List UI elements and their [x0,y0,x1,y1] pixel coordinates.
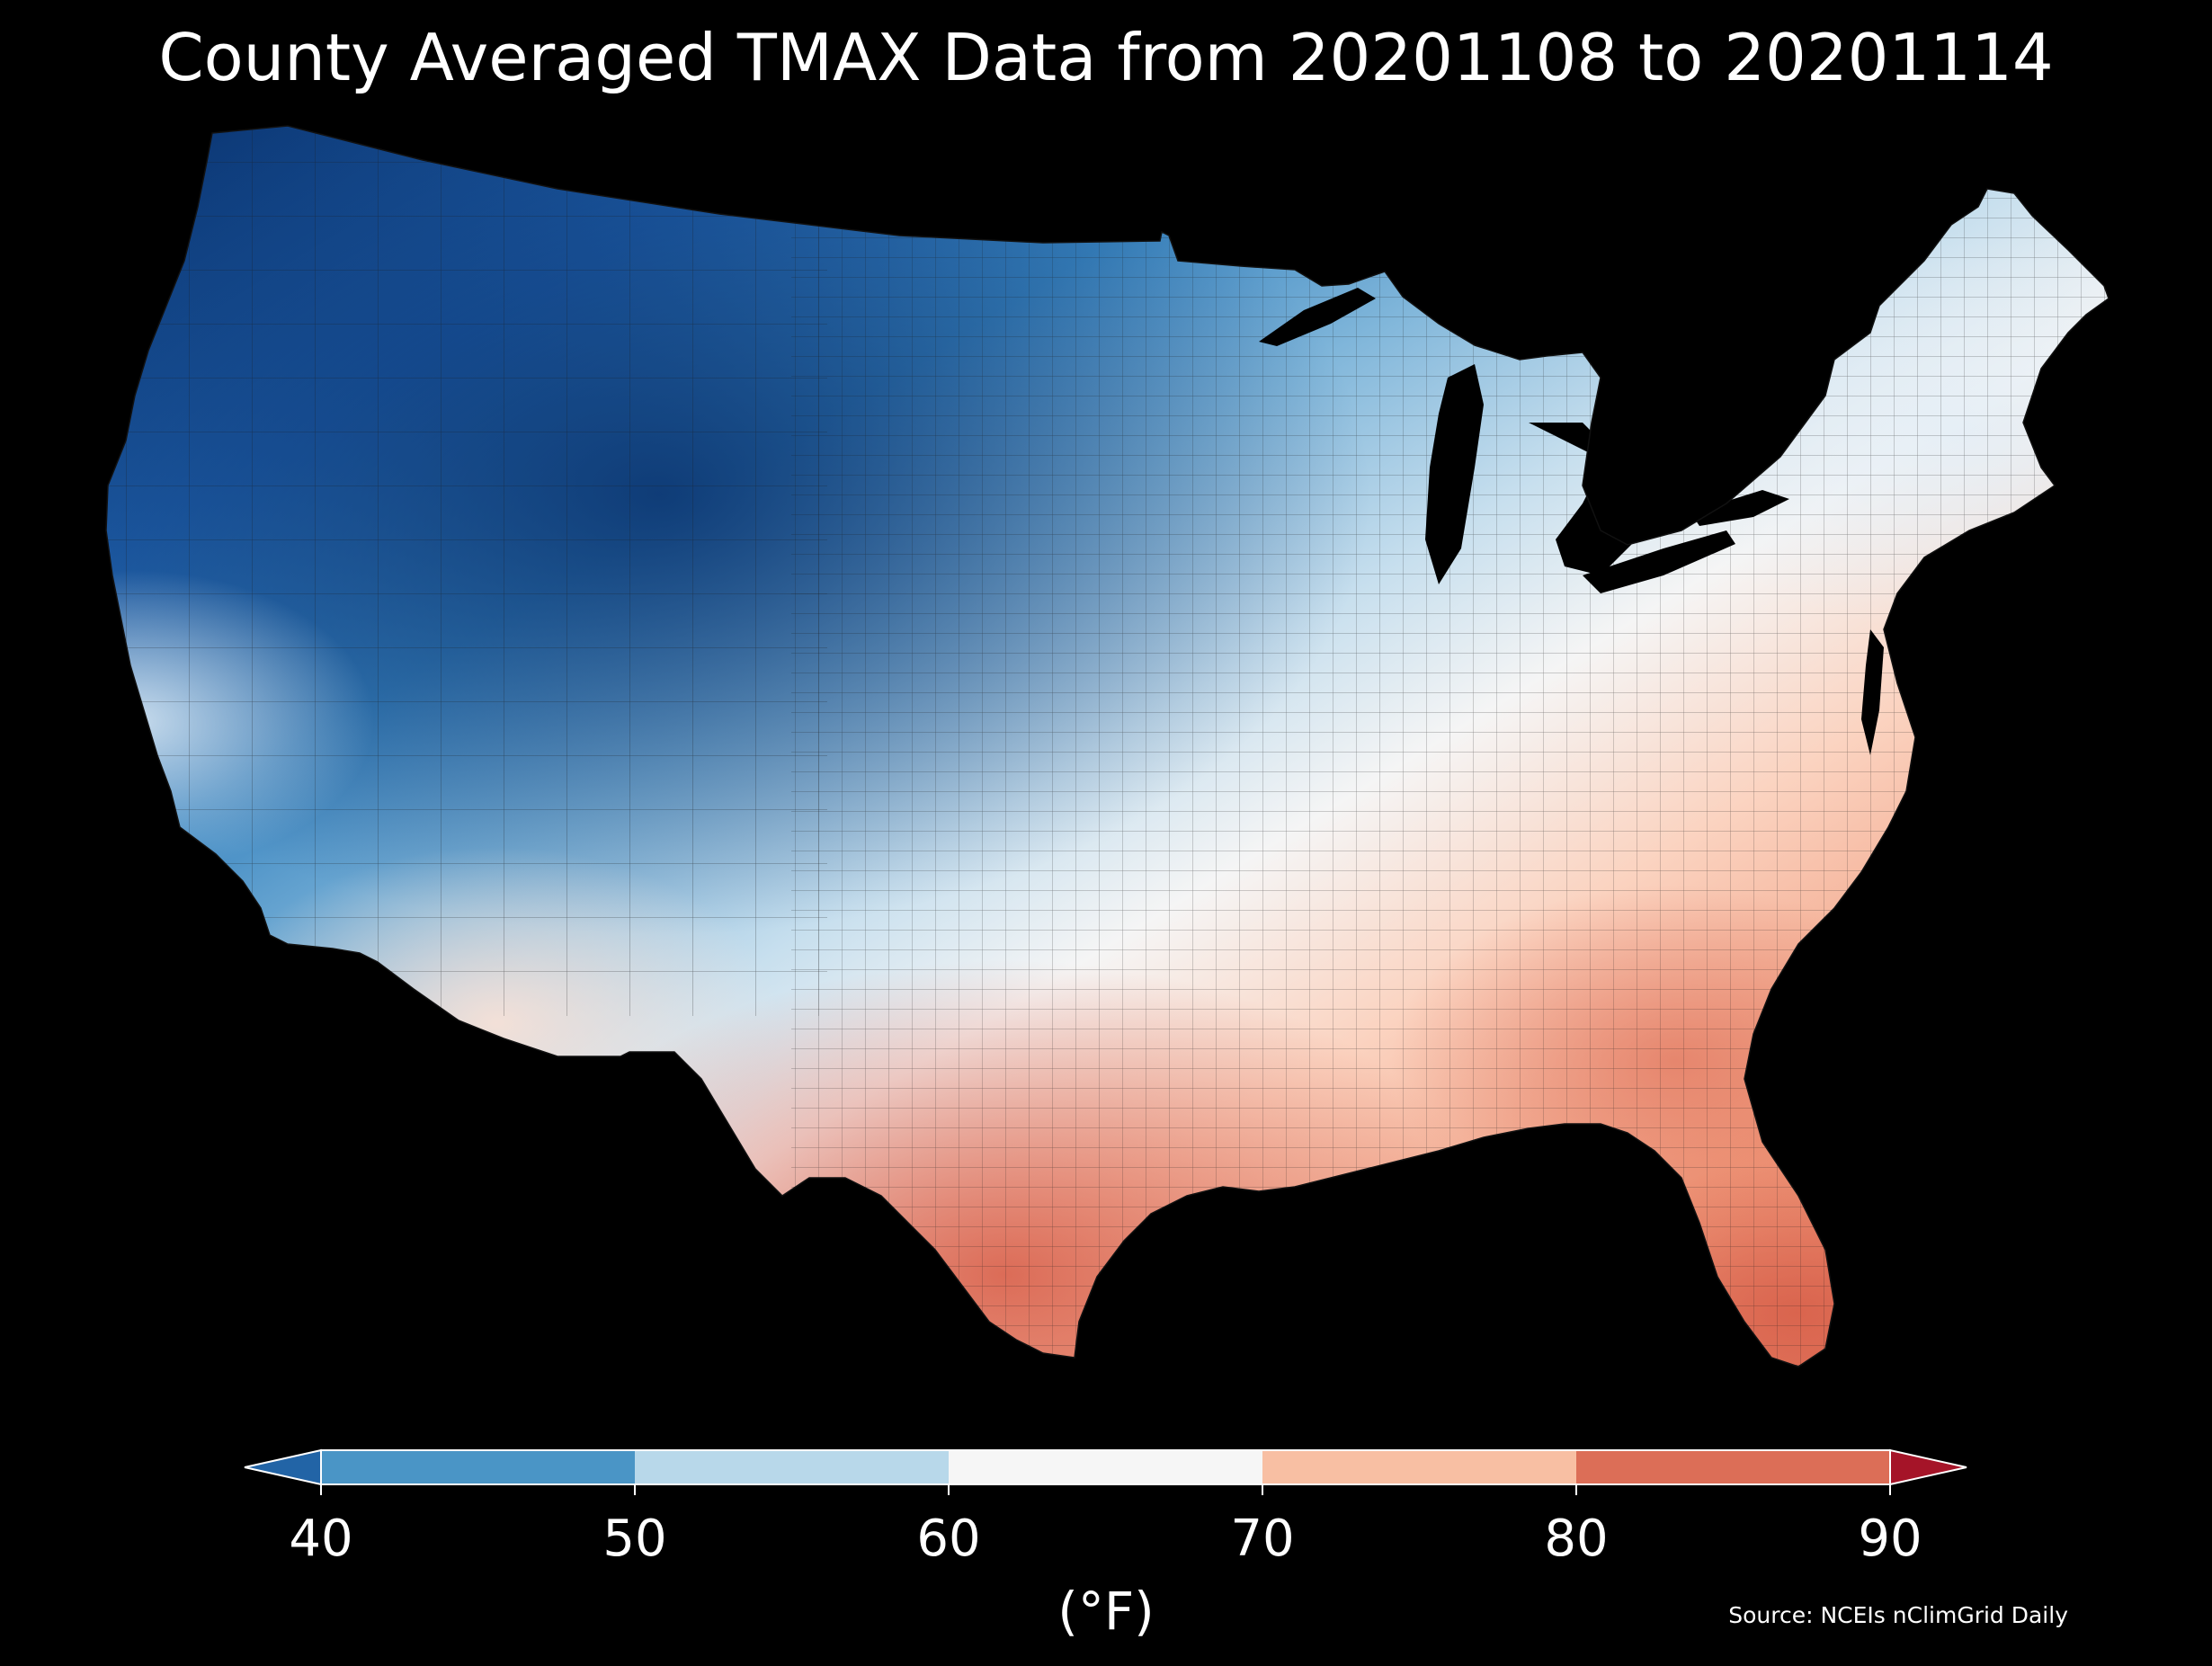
colorbar-tick-label: 90 [1858,1510,1922,1568]
colorbar-extend-over [1889,1448,1967,1486]
colorbar-bin-0 [321,1450,635,1484]
colorbar-tick-label: 70 [1230,1510,1295,1568]
source-note: Source: NCEIs nClimGrid Daily [1728,1602,2068,1628]
colorbar-tick-label: 60 [916,1510,981,1568]
colorbar-label: (°F) [1057,1581,1155,1642]
map-title: County Averaged TMAX Data from 20201108 … [158,20,2054,95]
colorbar-tick-label: 80 [1544,1510,1609,1568]
colorbar-extend-under [244,1448,322,1486]
colorbar-bin-4 [1576,1450,1890,1484]
colorbar-frame [320,1449,1891,1485]
great-lakes [1259,288,1789,593]
colorbar-bin-1 [635,1450,949,1484]
colorbar-bin-3 [1262,1450,1576,1484]
chesapeake-bay [1861,629,1884,755]
colorbar-tick-label: 50 [602,1510,667,1568]
colorbar-tick-label: 40 [289,1510,353,1568]
colorbar-bin-2 [949,1450,1262,1484]
